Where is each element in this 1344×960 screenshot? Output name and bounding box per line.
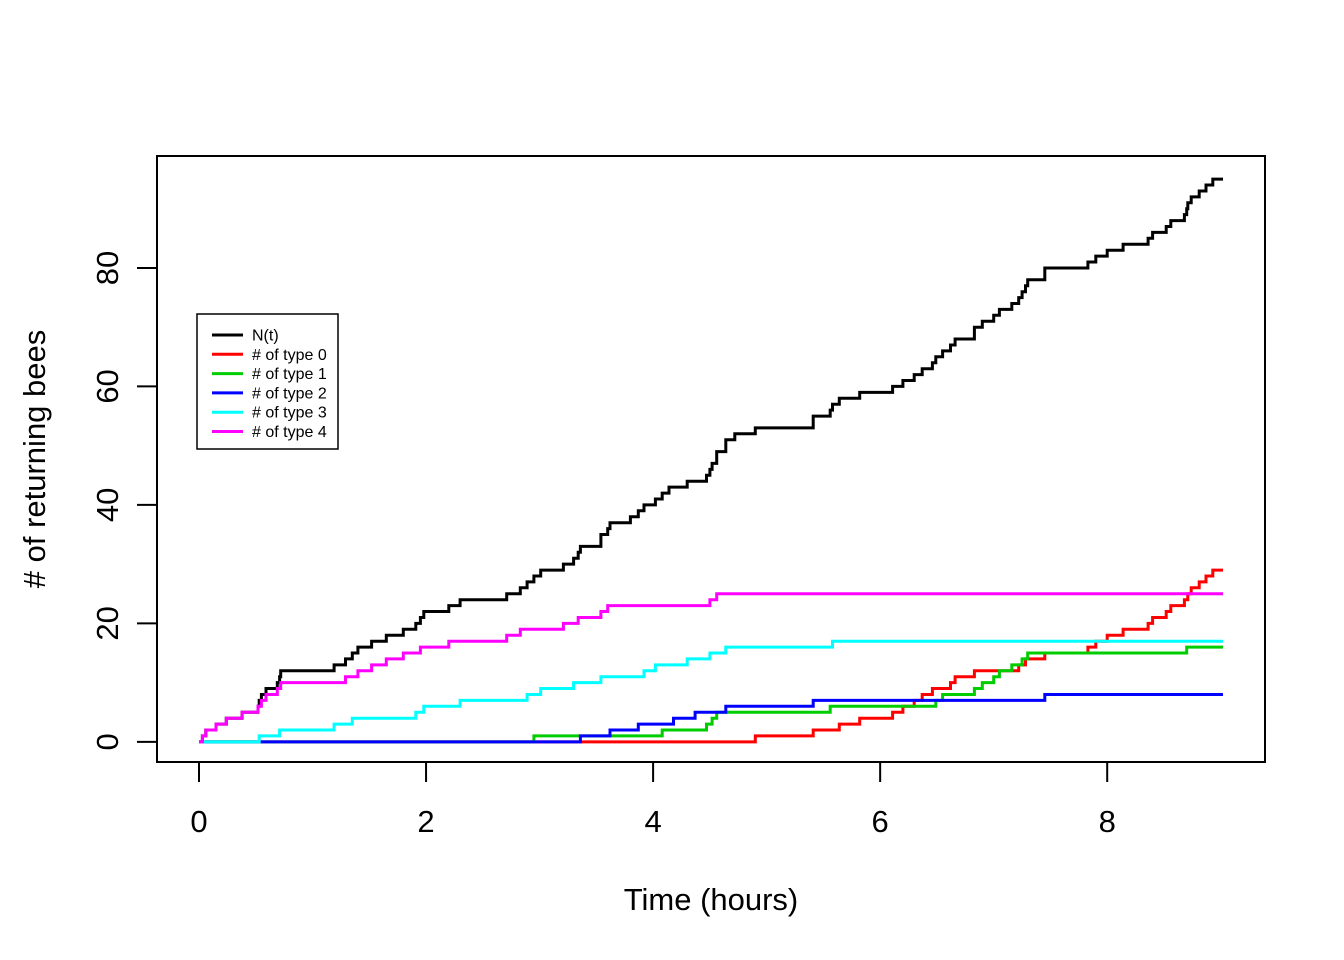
legend-entry-label: # of type 4 (252, 424, 327, 441)
series-line-4 (199, 639, 1223, 744)
legend-entry-label: N(t) (252, 328, 279, 345)
series-line-5 (199, 592, 1223, 744)
legend-entry-label: # of type 3 (252, 405, 327, 422)
y-tick-label: 60 (90, 369, 125, 403)
legend-entry-label: # of type 2 (252, 385, 327, 402)
x-tick-label: 4 (644, 804, 661, 839)
y-tick-label: 40 (90, 488, 125, 522)
series-line-3 (199, 693, 1223, 744)
series-line-1 (199, 568, 1223, 744)
legend-entry-label: # of type 1 (252, 366, 327, 383)
x-tick-label: 6 (872, 804, 889, 839)
y-tick-label: 20 (90, 606, 125, 640)
x-axis-title: Time (hours) (624, 882, 799, 917)
x-tick-label: 2 (417, 804, 434, 839)
y-tick-label: 80 (90, 251, 125, 285)
y-tick-label: 0 (90, 733, 125, 750)
series-line-2 (199, 645, 1223, 744)
plot-border (156, 155, 1266, 763)
y-axis-title: # of returning bees (17, 330, 52, 589)
legend-entry-label: # of type 0 (252, 347, 327, 364)
series-line-0 (199, 177, 1223, 744)
x-tick-label: 0 (190, 804, 207, 839)
x-tick-label: 8 (1099, 804, 1116, 839)
